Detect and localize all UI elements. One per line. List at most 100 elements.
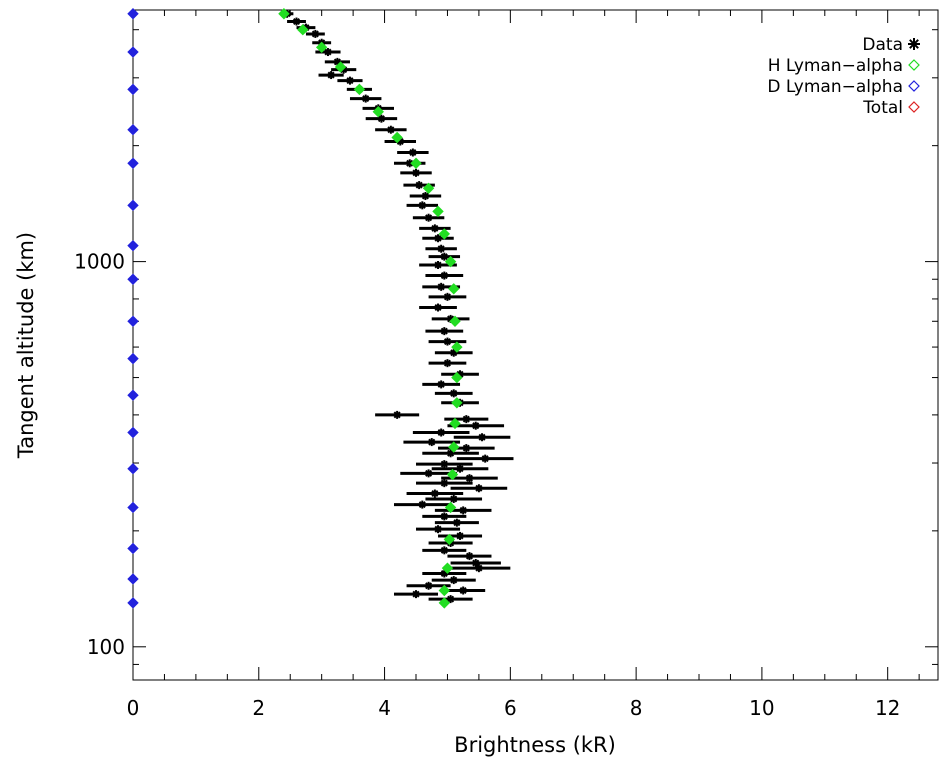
data-point [311, 29, 320, 38]
model-point [334, 61, 347, 73]
data-point [456, 531, 465, 540]
asterisk-stroke [465, 552, 473, 560]
model-point [441, 562, 454, 574]
asterisk-stroke [311, 30, 319, 38]
x-axis-label: Brightness (kR) [454, 733, 616, 757]
data-point [424, 213, 433, 222]
asterisk-stroke [421, 192, 429, 200]
model-point [443, 533, 456, 546]
asterisk-stroke [324, 48, 332, 56]
model-point [127, 8, 139, 20]
data-point [427, 438, 436, 447]
data-point [424, 581, 433, 590]
legend-marker [908, 38, 920, 50]
data-point [443, 337, 452, 346]
asterisk-stroke [440, 460, 448, 468]
asterisk-stroke [478, 433, 486, 441]
model-point [448, 441, 460, 453]
asterisk-stroke [434, 525, 442, 533]
data-point [418, 201, 427, 210]
model-point [444, 255, 457, 268]
data-point [478, 433, 487, 442]
model-point [127, 426, 139, 439]
model-point [391, 131, 403, 144]
asterisk-stroke [340, 66, 348, 74]
asterisk-stroke [450, 389, 458, 397]
asterisk-stroke [415, 181, 423, 189]
asterisk-stroke [327, 71, 335, 79]
data-point [452, 518, 461, 527]
asterisk-stroke [396, 138, 404, 146]
data-point [440, 460, 449, 469]
asterisk-stroke [443, 293, 451, 301]
data-point [327, 71, 336, 80]
data-point [440, 327, 449, 336]
asterisk-stroke [418, 501, 426, 509]
series-h-lyman-alpha [278, 8, 463, 609]
model-point [127, 352, 139, 365]
asterisk-stroke [412, 169, 420, 177]
legend-marker [908, 59, 920, 71]
asterisk-stroke [447, 595, 455, 603]
legend-marker [908, 101, 920, 113]
asterisk-stroke [434, 304, 442, 312]
asterisk-stroke [456, 532, 464, 540]
axis-ticks: 0 2 4 6 8 10 12 100 1000 [74, 10, 938, 720]
asterisk-stroke [453, 519, 461, 527]
asterisk-stroke [437, 245, 445, 253]
model-point [127, 83, 139, 96]
data-point [440, 512, 449, 521]
asterisk-stroke [462, 444, 470, 452]
asterisk-stroke [434, 261, 442, 269]
legend-label: H Lyman−alpha [768, 56, 903, 76]
model-point [446, 468, 459, 481]
data-point [462, 415, 471, 424]
data-point [393, 410, 402, 419]
data-point [462, 444, 471, 453]
data-point [446, 595, 455, 604]
data-point [471, 421, 480, 430]
asterisk-stroke [409, 148, 417, 156]
model-point [451, 371, 463, 384]
model-point [451, 397, 463, 409]
model-point [127, 315, 139, 327]
model-point [127, 462, 139, 475]
plot-frame [132, 9, 939, 681]
data-point [437, 244, 446, 253]
legend-label: Data [862, 35, 903, 55]
data-point [474, 484, 483, 493]
model-point [127, 239, 139, 252]
data-point [434, 303, 443, 312]
model-point [127, 157, 139, 169]
model-point [448, 283, 460, 295]
model-point [278, 8, 290, 20]
data-point [437, 282, 446, 291]
data-point [323, 48, 332, 57]
data-point [434, 525, 443, 534]
data-point [292, 17, 301, 26]
asterisk-stroke [428, 438, 436, 446]
x-tick-label: 10 [749, 696, 774, 720]
legend-marker [908, 80, 920, 92]
model-point [127, 597, 139, 609]
asterisk-stroke [440, 272, 448, 280]
asterisk-stroke [434, 234, 442, 242]
data-point [440, 252, 449, 261]
model-point [449, 315, 461, 327]
model-point [372, 106, 384, 118]
data-point [449, 494, 458, 503]
data-point [421, 192, 430, 201]
model-point [127, 501, 139, 514]
data-point [437, 380, 446, 389]
model-point [451, 341, 463, 353]
data-point [361, 94, 370, 103]
legend-label: Total [862, 98, 903, 118]
data-point [434, 234, 443, 243]
x-tick-label: 4 [378, 696, 391, 720]
data-point [459, 506, 468, 515]
asterisk-stroke [393, 411, 401, 419]
asterisk-stroke [431, 490, 439, 498]
x-tick-label: 2 [252, 696, 265, 720]
